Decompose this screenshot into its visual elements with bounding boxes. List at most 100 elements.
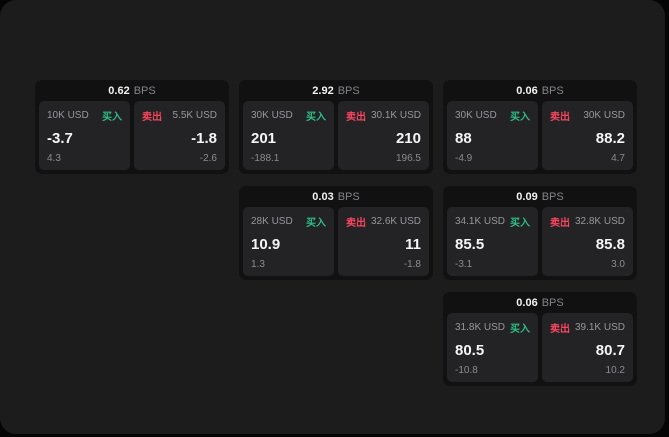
sell-tile-header: 卖出 5.5K USD <box>142 108 217 123</box>
quote-card: 0.06 BPS 30K USD 买入 88 -4.9 卖出 30K USD 8… <box>443 80 637 174</box>
bps-value: 0.06 <box>516 84 538 97</box>
sell-amount: 30K USD <box>583 110 625 121</box>
sell-tile-header: 卖出 39.1K USD <box>550 320 625 335</box>
buy-price: -3.7 <box>47 130 73 147</box>
sell-price: 85.8 <box>595 236 625 253</box>
buy-amount: 34.1K USD <box>455 216 506 227</box>
bps-unit-label: BPS <box>337 190 360 203</box>
sell-delta: -2.6 <box>199 153 217 164</box>
sell-amount: 32.8K USD <box>574 216 625 227</box>
buy-delta: -3.1 <box>455 259 473 270</box>
buy-price: 88 <box>455 130 472 147</box>
buy-amount: 30K USD <box>455 110 497 121</box>
bps-value: 0.09 <box>516 190 538 203</box>
card-body: 30K USD 买入 201 -188.1 卖出 30.1K USD 210 1… <box>243 101 429 170</box>
sell-price: 210 <box>395 130 421 147</box>
card-body: 34.1K USD 买入 85.5 -3.1 卖出 32.8K USD 85.8… <box>447 207 633 276</box>
sell-delta: -1.8 <box>403 259 421 270</box>
buy-tile-header: 30K USD 买入 <box>251 108 326 123</box>
buy-tile-header: 28K USD 买入 <box>251 214 326 229</box>
buy-delta: -10.8 <box>455 365 478 376</box>
buy-quote-tile[interactable]: 30K USD 买入 201 -188.1 <box>243 101 334 170</box>
bps-unit-label: BPS <box>337 84 360 97</box>
buy-delta: -188.1 <box>251 153 280 164</box>
card-header: 0.06 BPS <box>447 292 633 313</box>
buy-delta: -4.9 <box>455 153 473 164</box>
buy-amount: 28K USD <box>251 216 293 227</box>
sell-quote-tile[interactable]: 卖出 5.5K USD -1.8 -2.6 <box>134 101 225 170</box>
buy-side-label: 买入 <box>102 112 122 123</box>
bps-unit-label: BPS <box>133 84 156 97</box>
sell-side-label: 卖出 <box>346 112 366 123</box>
sell-price: 88.2 <box>595 130 625 147</box>
quote-card: 0.09 BPS 34.1K USD 买入 85.5 -3.1 卖出 32.8K… <box>443 186 637 280</box>
quote-card: 0.06 BPS 31.8K USD 买入 80.5 -10.8 卖出 39.1… <box>443 292 637 386</box>
sell-side-label: 卖出 <box>142 112 162 123</box>
sell-amount: 5.5K USD <box>172 110 217 121</box>
bps-value: 0.62 <box>108 84 130 97</box>
sell-quote-tile[interactable]: 卖出 39.1K USD 80.7 10.2 <box>542 313 633 382</box>
card-body: 30K USD 买入 88 -4.9 卖出 30K USD 88.2 4.7 <box>447 101 633 170</box>
card-header: 0.03 BPS <box>243 186 429 207</box>
sell-quote-tile[interactable]: 卖出 32.8K USD 85.8 3.0 <box>542 207 633 276</box>
sell-amount: 30.1K USD <box>370 110 421 121</box>
buy-side-label: 买入 <box>306 112 326 123</box>
sell-price: 11 <box>405 236 421 253</box>
buy-quote-tile[interactable]: 30K USD 买入 88 -4.9 <box>447 101 538 170</box>
buy-quote-tile[interactable]: 31.8K USD 买入 80.5 -10.8 <box>447 313 538 382</box>
card-body: 28K USD 买入 10.9 1.3 卖出 32.6K USD 11 -1.8 <box>243 207 429 276</box>
bps-value: 0.06 <box>516 296 538 309</box>
buy-amount: 10K USD <box>47 110 89 121</box>
buy-side-label: 买入 <box>510 324 530 335</box>
sell-amount: 32.6K USD <box>370 216 421 227</box>
sell-tile-header: 卖出 32.8K USD <box>550 214 625 229</box>
buy-side-label: 买入 <box>306 218 326 229</box>
sell-side-label: 卖出 <box>550 218 570 229</box>
buy-quote-tile[interactable]: 10K USD 买入 -3.7 4.3 <box>39 101 130 170</box>
bps-value: 2.92 <box>312 84 334 97</box>
card-header: 0.62 BPS <box>39 80 225 101</box>
sell-quote-tile[interactable]: 卖出 30.1K USD 210 196.5 <box>338 101 429 170</box>
buy-side-label: 买入 <box>510 112 530 123</box>
sell-tile-header: 卖出 30K USD <box>550 108 625 123</box>
sell-delta: 10.2 <box>605 365 625 376</box>
buy-delta: 4.3 <box>47 153 61 164</box>
buy-side-label: 买入 <box>510 218 530 229</box>
sell-price: 80.7 <box>595 342 625 359</box>
sell-delta: 3.0 <box>611 259 625 270</box>
quote-cards-grid: 0.62 BPS 10K USD 买入 -3.7 4.3 卖出 5.5K USD… <box>35 80 637 386</box>
sell-quote-tile[interactable]: 卖出 32.6K USD 11 -1.8 <box>338 207 429 276</box>
quote-card: 2.92 BPS 30K USD 买入 201 -188.1 卖出 30.1K … <box>239 80 433 174</box>
buy-delta: 1.3 <box>251 259 265 270</box>
card-header: 0.06 BPS <box>447 80 633 101</box>
sell-quote-tile[interactable]: 卖出 30K USD 88.2 4.7 <box>542 101 633 170</box>
sell-side-label: 卖出 <box>346 218 366 229</box>
sell-delta: 4.7 <box>611 153 625 164</box>
bps-value: 0.03 <box>312 190 334 203</box>
sell-side-label: 卖出 <box>550 324 570 335</box>
sell-side-label: 卖出 <box>550 112 570 123</box>
bps-unit-label: BPS <box>541 296 564 309</box>
card-header: 0.09 BPS <box>447 186 633 207</box>
buy-price: 10.9 <box>251 236 281 253</box>
quote-card: 0.62 BPS 10K USD 买入 -3.7 4.3 卖出 5.5K USD… <box>35 80 229 174</box>
quote-card: 0.03 BPS 28K USD 买入 10.9 1.3 卖出 32.6K US… <box>239 186 433 280</box>
buy-tile-header: 30K USD 买入 <box>455 108 530 123</box>
card-body: 31.8K USD 买入 80.5 -10.8 卖出 39.1K USD 80.… <box>447 313 633 382</box>
buy-price: 201 <box>251 130 277 147</box>
bps-unit-label: BPS <box>541 84 564 97</box>
sell-tile-header: 卖出 30.1K USD <box>346 108 421 123</box>
buy-price: 80.5 <box>455 342 485 359</box>
sell-amount: 39.1K USD <box>574 322 625 333</box>
sell-tile-header: 卖出 32.6K USD <box>346 214 421 229</box>
card-body: 10K USD 买入 -3.7 4.3 卖出 5.5K USD -1.8 -2.… <box>39 101 225 170</box>
buy-price: 85.5 <box>455 236 485 253</box>
buy-tile-header: 34.1K USD 买入 <box>455 214 530 229</box>
card-header: 2.92 BPS <box>243 80 429 101</box>
bps-unit-label: BPS <box>541 190 564 203</box>
buy-amount: 31.8K USD <box>455 322 506 333</box>
buy-quote-tile[interactable]: 28K USD 买入 10.9 1.3 <box>243 207 334 276</box>
buy-tile-header: 10K USD 买入 <box>47 108 122 123</box>
buy-quote-tile[interactable]: 34.1K USD 买入 85.5 -3.1 <box>447 207 538 276</box>
